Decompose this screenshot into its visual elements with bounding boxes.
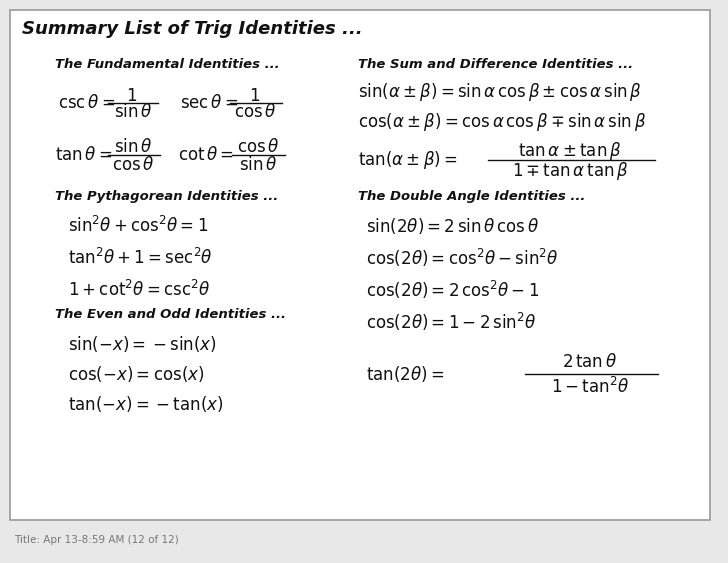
Text: $\mathrm{sin}(-x) = -\mathrm{sin}(x)$: $\mathrm{sin}(-x) = -\mathrm{sin}(x)$ bbox=[68, 334, 217, 354]
Text: $\mathrm{cos}(\alpha \pm \beta) = \mathrm{cos}\,\alpha\,\mathrm{cos}\,\beta \mp : $\mathrm{cos}(\alpha \pm \beta) = \mathr… bbox=[358, 111, 646, 133]
Text: $\mathrm{sin}\,\theta$: $\mathrm{sin}\,\theta$ bbox=[239, 156, 277, 174]
Text: $\mathrm{sin}(2\theta) = 2\,\mathrm{sin}\,\theta\,\mathrm{cos}\,\theta$: $\mathrm{sin}(2\theta) = 2\,\mathrm{sin}… bbox=[366, 216, 539, 236]
Text: $\mathrm{csc}\,\theta =$: $\mathrm{csc}\,\theta =$ bbox=[58, 94, 115, 112]
Text: $\mathrm{tan}(-x) = -\mathrm{tan}(x)$: $\mathrm{tan}(-x) = -\mathrm{tan}(x)$ bbox=[68, 394, 223, 414]
Text: The Double Angle Identities ...: The Double Angle Identities ... bbox=[358, 190, 585, 203]
FancyBboxPatch shape bbox=[10, 10, 710, 520]
Text: $\mathrm{sin}\,\theta$: $\mathrm{sin}\,\theta$ bbox=[114, 103, 152, 121]
Text: The Pythagorean Identities ...: The Pythagorean Identities ... bbox=[55, 190, 278, 203]
Text: $\mathrm{sin}(\alpha \pm \beta) = \mathrm{sin}\,\alpha\,\mathrm{cos}\,\beta \pm : $\mathrm{sin}(\alpha \pm \beta) = \mathr… bbox=[358, 81, 642, 103]
Text: $\mathrm{sin}^2\theta + \mathrm{cos}^2\theta = 1$: $\mathrm{sin}^2\theta + \mathrm{cos}^2\t… bbox=[68, 216, 208, 236]
Text: $1 \mp \mathrm{tan}\,\alpha\,\mathrm{tan}\,\beta$: $1 \mp \mathrm{tan}\,\alpha\,\mathrm{tan… bbox=[512, 160, 628, 182]
Text: The Even and Odd Identities ...: The Even and Odd Identities ... bbox=[55, 308, 286, 321]
Text: $\mathrm{cos}\,\theta$: $\mathrm{cos}\,\theta$ bbox=[234, 103, 276, 121]
Text: $\mathrm{cos}(2\theta) = 2\,\mathrm{cos}^2\theta - 1$: $\mathrm{cos}(2\theta) = 2\,\mathrm{cos}… bbox=[366, 279, 539, 301]
Text: Title: Apr 13-8:59 AM (12 of 12): Title: Apr 13-8:59 AM (12 of 12) bbox=[14, 535, 179, 545]
Text: $\mathrm{tan}^2\theta + 1 = \mathrm{sec}^2\theta$: $\mathrm{tan}^2\theta + 1 = \mathrm{sec}… bbox=[68, 248, 213, 268]
Text: Summary List of Trig Identities ...: Summary List of Trig Identities ... bbox=[22, 20, 363, 38]
Text: $2\,\mathrm{tan}\,\theta$: $2\,\mathrm{tan}\,\theta$ bbox=[563, 353, 617, 371]
Text: $\mathrm{cos}\,\theta$: $\mathrm{cos}\,\theta$ bbox=[237, 138, 280, 156]
Text: $\mathrm{cos}\,\theta$: $\mathrm{cos}\,\theta$ bbox=[111, 156, 154, 174]
Text: $1 + \mathrm{cot}^2\theta = \mathrm{csc}^2\theta$: $1 + \mathrm{cot}^2\theta = \mathrm{csc}… bbox=[68, 280, 210, 300]
Text: $\mathrm{tan}\,\theta =$: $\mathrm{tan}\,\theta =$ bbox=[55, 146, 113, 164]
Text: $\mathrm{cos}(2\theta) = 1 - 2\,\mathrm{sin}^2\theta$: $\mathrm{cos}(2\theta) = 1 - 2\,\mathrm{… bbox=[366, 311, 536, 333]
Text: $1$: $1$ bbox=[250, 87, 261, 105]
Text: $\mathrm{tan}(2\theta) =$: $\mathrm{tan}(2\theta) =$ bbox=[366, 364, 444, 384]
Text: $\mathrm{cos}(2\theta) = \mathrm{cos}^2\theta - \mathrm{sin}^2\theta$: $\mathrm{cos}(2\theta) = \mathrm{cos}^2\… bbox=[366, 247, 558, 269]
Text: $\mathrm{cos}(-x) = \mathrm{cos}(x)$: $\mathrm{cos}(-x) = \mathrm{cos}(x)$ bbox=[68, 364, 205, 384]
Text: $1$: $1$ bbox=[127, 87, 138, 105]
Text: $\mathrm{sin}\,\theta$: $\mathrm{sin}\,\theta$ bbox=[114, 138, 152, 156]
Text: $1 - \mathrm{tan}^2\theta$: $1 - \mathrm{tan}^2\theta$ bbox=[551, 377, 629, 397]
Text: $\mathrm{sec}\,\theta =$: $\mathrm{sec}\,\theta =$ bbox=[180, 94, 238, 112]
Text: The Fundamental Identities ...: The Fundamental Identities ... bbox=[55, 58, 280, 71]
Text: $\mathrm{cot}\,\theta =$: $\mathrm{cot}\,\theta =$ bbox=[178, 146, 234, 164]
Text: $\mathrm{tan}(\alpha \pm \beta) =$: $\mathrm{tan}(\alpha \pm \beta) =$ bbox=[358, 149, 458, 171]
Text: The Sum and Difference Identities ...: The Sum and Difference Identities ... bbox=[358, 58, 633, 71]
Text: $\mathrm{tan}\,\alpha \pm \mathrm{tan}\,\beta$: $\mathrm{tan}\,\alpha \pm \mathrm{tan}\,… bbox=[518, 140, 622, 162]
